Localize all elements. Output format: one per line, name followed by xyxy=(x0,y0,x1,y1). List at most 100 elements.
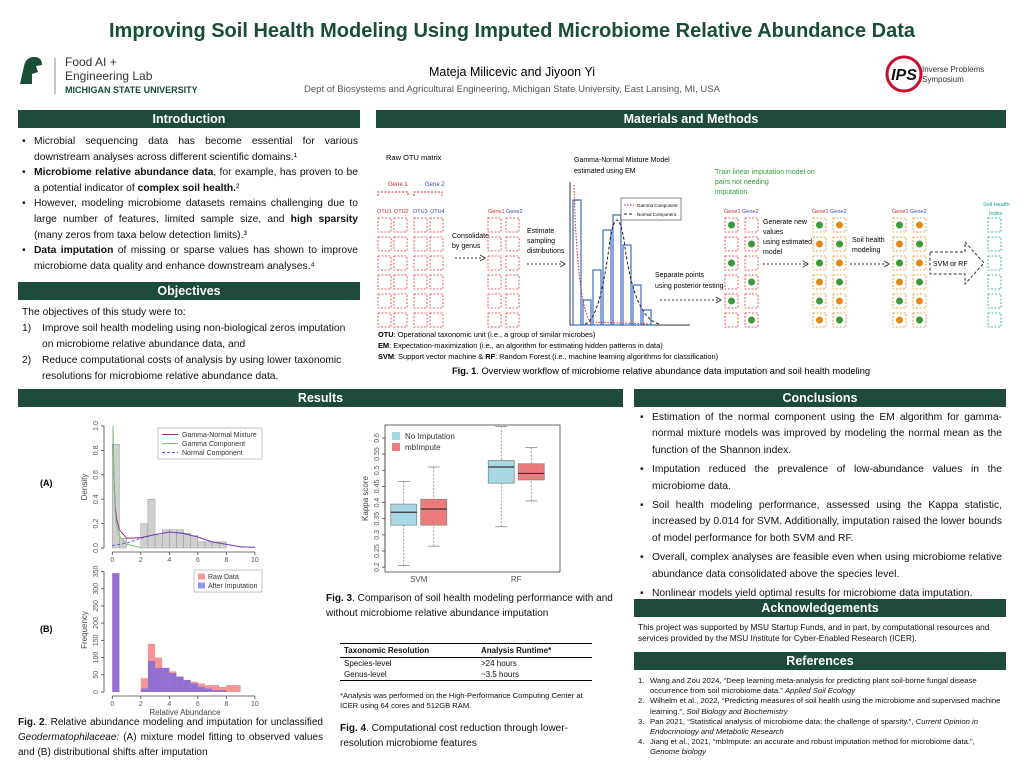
matrix-cell xyxy=(429,236,444,252)
x-tick-label: 10 xyxy=(251,701,259,708)
text-run: ² xyxy=(236,182,240,194)
table-cell: Species-level xyxy=(344,659,392,668)
section-heading: Conclusions xyxy=(634,389,1006,407)
matrix-cell xyxy=(393,293,408,309)
text-run: OTU xyxy=(378,330,394,339)
microbe-icon xyxy=(836,259,843,267)
university: MICHIGAN STATE UNIVERSITY xyxy=(65,85,198,95)
table-cell: Genus-level xyxy=(340,669,477,681)
matrix-cell xyxy=(429,255,444,271)
histogram-bar xyxy=(183,679,191,692)
diagram-label: Separate points xyxy=(655,272,705,279)
x-tick-label: 6 xyxy=(196,557,200,564)
diagram-label: sampling xyxy=(527,238,555,245)
mini-legend xyxy=(620,197,682,221)
abbrev-note: OTU: Operational taxonomic unit (i.e., a… xyxy=(378,330,595,339)
reference-text: Pan 2021, “Statistical analysis of micro… xyxy=(650,717,1004,737)
matrix-cell xyxy=(832,274,847,290)
matrix-cell xyxy=(393,217,408,233)
legend-box xyxy=(193,569,263,593)
objectives-body: The objectives of this study were to: 1)… xyxy=(22,305,358,385)
matrix-cell xyxy=(393,236,408,252)
histogram-bar xyxy=(162,667,170,692)
histogram-bar xyxy=(190,683,198,692)
diagram-label: imputation xyxy=(715,189,747,196)
workflow-diagram: Raw OTU matrix Gene 1 Gene 2 OTU1 OTU2 O… xyxy=(377,153,1010,326)
x-tick-label: 4 xyxy=(167,557,171,564)
text-run: , for example, has proven to be a potent… xyxy=(34,167,358,194)
diagram-label: values xyxy=(763,229,784,236)
reference-marker: 3. xyxy=(638,716,645,726)
x-tick-label: 8 xyxy=(224,701,228,708)
histogram-bar xyxy=(119,538,127,549)
x-tick-label: 6 xyxy=(196,701,200,708)
figure-caption: Fig. 1. Overview workflow of microbiome … xyxy=(452,366,870,376)
microbe-icon xyxy=(728,259,735,267)
y-tick-label: 0 xyxy=(93,690,100,694)
section-heading: Introduction xyxy=(18,110,360,128)
y-tick-label: 100 xyxy=(93,652,100,664)
objective-text: Reduce computational costs of analysis b… xyxy=(42,355,342,382)
y-tick-label: 1.0 xyxy=(93,421,100,431)
text-run: Microbial sequencing data has become ess… xyxy=(34,136,358,163)
panel-label: (A) xyxy=(40,478,53,488)
matrix-cell xyxy=(413,236,428,252)
matrix-cell xyxy=(724,217,739,233)
matrix-cell xyxy=(377,217,392,233)
diagram-label: Gene2 xyxy=(742,209,759,215)
matrix-cell xyxy=(744,236,759,252)
matrix-cell xyxy=(812,255,827,271)
diagram-label: estimated using EM xyxy=(574,168,636,175)
reference: 3. Pan 2021, “Statistical analysis of mic… xyxy=(638,717,1004,737)
diagram-label: Gene1 xyxy=(724,209,741,215)
mini-bars xyxy=(572,199,652,326)
microbe-icon xyxy=(836,278,843,286)
diagram-label: Gene 1 xyxy=(388,182,408,188)
diagram-label: OTU2 xyxy=(394,209,409,215)
text-run: Fig. 3 xyxy=(326,593,353,604)
density-curve xyxy=(112,531,255,548)
matrix-cell xyxy=(724,274,739,290)
bullet: Nonlinear models yield optimal results f… xyxy=(638,586,1002,603)
text-run: Current Opinion in Endocrinology and Met… xyxy=(650,716,979,737)
legend-key xyxy=(198,582,205,589)
diagram-label: OTU3 xyxy=(413,209,428,215)
matrix-cell xyxy=(487,236,502,252)
y-tick-label: 0.8 xyxy=(93,445,100,455)
text-run: Wilhelm et al., 2022, “Predicting measur… xyxy=(650,696,1001,716)
table-row: Genus-level ~3.5 hours xyxy=(340,669,592,681)
legend-label: Gamma Component xyxy=(182,441,245,448)
conclusions-list: Estimation of the normal component using… xyxy=(638,410,1002,605)
y-tick-label: 0.6 xyxy=(93,470,100,480)
diagram-label: Gene 2 xyxy=(425,182,445,188)
bullet: However, modeling microbiome datasets re… xyxy=(20,196,358,243)
text-run: Wang and Zou 2024, “Deep learning meta-a… xyxy=(650,676,977,696)
legend-label: Raw Data xyxy=(208,574,239,581)
x-tick-label: 10 xyxy=(251,557,259,564)
text-run: Fig. 2 xyxy=(18,717,45,728)
runtime-table: Taxonomic Resolution Analysis Runtime* Spe… xyxy=(340,643,592,681)
matrix-cell xyxy=(987,274,1002,290)
y-tick-label: 50 xyxy=(93,671,100,679)
matrix-cell xyxy=(487,255,502,271)
matrix-cell xyxy=(724,236,739,252)
matrix-cell xyxy=(505,255,520,271)
matrix-cell xyxy=(987,255,1002,271)
text-run: SVM xyxy=(378,352,394,361)
y-tick-label: 0.55 xyxy=(374,447,381,461)
matrix-cell xyxy=(393,255,408,271)
y-tick-label: 250 xyxy=(93,600,100,612)
text-run: Data imputation xyxy=(34,245,114,257)
matrix-cell xyxy=(487,274,502,290)
affiliation: Dept of Biosystems and Agricultural Engi… xyxy=(304,84,721,95)
y-tick-label: 350 xyxy=(93,566,100,578)
matrix-cell xyxy=(413,217,428,233)
arrow-head xyxy=(883,260,890,268)
bullet: Microbiome relative abundance data, for … xyxy=(20,165,358,196)
table-header: Analysis Runtime* xyxy=(476,643,592,658)
histogram-bar xyxy=(112,573,120,692)
histogram-bar xyxy=(147,661,156,692)
microbe-icon xyxy=(748,240,755,248)
table-header-row: Taxonomic Resolution Analysis Runtime* xyxy=(340,643,592,658)
